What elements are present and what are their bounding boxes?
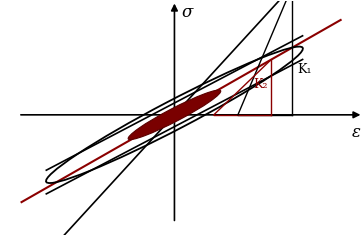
Text: K₁: K₁: [297, 63, 311, 76]
Text: ε: ε: [351, 124, 360, 141]
Text: K₂: K₂: [254, 78, 268, 91]
Text: σ: σ: [182, 4, 193, 21]
Ellipse shape: [128, 90, 221, 140]
